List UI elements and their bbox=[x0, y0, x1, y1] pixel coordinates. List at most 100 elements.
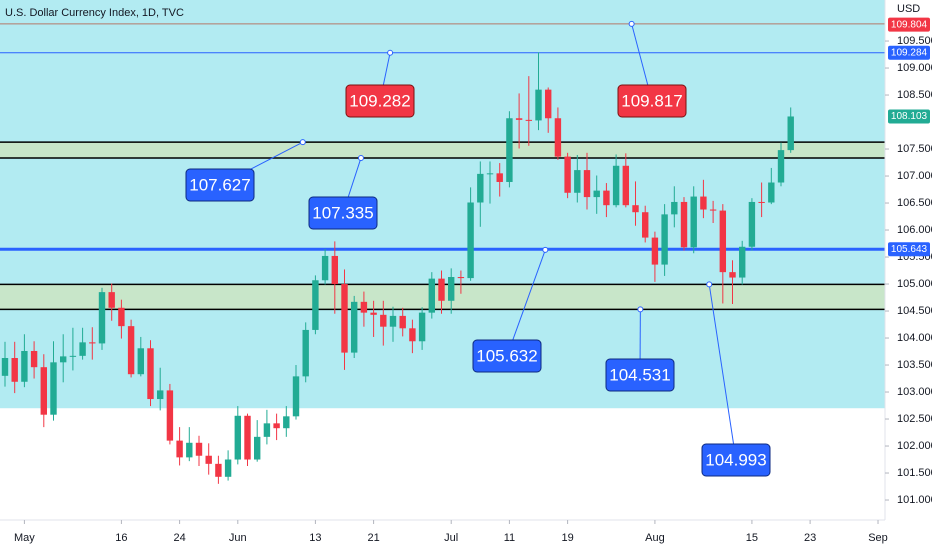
candle-body bbox=[496, 173, 503, 182]
candle-body bbox=[59, 356, 67, 363]
callout-label: 105.632 bbox=[476, 346, 537, 365]
candle-body bbox=[389, 315, 397, 327]
plot: 109.282 109.817 107.627 107.335 105.632 104.5… bbox=[0, 0, 885, 484]
candle-body bbox=[777, 150, 785, 183]
x-tick-label: Aug bbox=[645, 532, 665, 544]
candle-body bbox=[467, 202, 474, 279]
y-tick-label: 109.000 bbox=[897, 62, 932, 74]
candle-body bbox=[195, 442, 203, 456]
candle-body bbox=[622, 165, 630, 206]
price-tag bbox=[888, 242, 930, 257]
price-tag bbox=[888, 109, 930, 124]
candle-body bbox=[709, 209, 717, 211]
candle-body bbox=[418, 312, 426, 342]
candle-body bbox=[224, 459, 232, 477]
anchor-point bbox=[628, 20, 635, 27]
candle-body bbox=[156, 390, 164, 400]
callout-box bbox=[185, 168, 255, 202]
x-tick-label: 13 bbox=[309, 532, 321, 544]
callout-label: 109.282 bbox=[349, 91, 410, 110]
candle-body bbox=[399, 315, 406, 329]
callout-box bbox=[308, 196, 378, 230]
callout-box bbox=[345, 84, 415, 118]
candle-body bbox=[89, 342, 96, 344]
candle-body bbox=[127, 326, 135, 375]
candle-body bbox=[244, 415, 251, 460]
candle-body bbox=[671, 201, 678, 215]
x-tick-label: Sep bbox=[868, 532, 888, 544]
candle-body bbox=[651, 237, 659, 265]
candle-body bbox=[351, 301, 358, 353]
candle-body bbox=[273, 423, 280, 429]
callout-label: 104.993 bbox=[705, 450, 766, 469]
zone bbox=[0, 0, 885, 409]
price-tag bbox=[888, 17, 930, 32]
candle-body bbox=[680, 201, 688, 248]
candle-body bbox=[525, 119, 533, 121]
y-tick-label: 106.000 bbox=[897, 224, 932, 236]
candle-body bbox=[283, 416, 290, 429]
candle-body bbox=[254, 436, 261, 460]
y-tick-label: 109.500 bbox=[897, 35, 932, 47]
price-tag-label: 108.103 bbox=[891, 111, 928, 122]
price-tag-label: 109.804 bbox=[891, 19, 928, 30]
candle-body bbox=[545, 89, 552, 119]
candle-body bbox=[11, 358, 18, 382]
y-tick-label: 103.000 bbox=[897, 386, 932, 398]
candle-body bbox=[360, 301, 368, 313]
candle-body bbox=[632, 205, 639, 213]
candle-body bbox=[642, 212, 649, 238]
candle-body bbox=[341, 284, 348, 353]
anchor-point bbox=[637, 306, 644, 313]
candle-body bbox=[448, 277, 455, 301]
candle-body bbox=[739, 246, 746, 278]
y-tick-label: 101.500 bbox=[897, 467, 932, 479]
candle-body bbox=[147, 348, 154, 400]
candle-body bbox=[186, 442, 193, 458]
candle-body bbox=[729, 272, 736, 278]
x-tick-label: May bbox=[14, 532, 35, 544]
x-tick-label: 23 bbox=[804, 532, 816, 544]
candle-body bbox=[787, 116, 794, 151]
x-tick-label: 19 bbox=[561, 532, 573, 544]
y-tick-label: 108.500 bbox=[897, 89, 932, 101]
x-tick-label: 16 bbox=[115, 532, 127, 544]
callout-label: 104.531 bbox=[609, 365, 670, 384]
candle-body bbox=[1, 358, 9, 376]
callout-box bbox=[472, 339, 542, 373]
candle-body bbox=[40, 367, 47, 415]
y-tick-label: 102.000 bbox=[897, 440, 932, 452]
candle-body bbox=[176, 440, 183, 458]
candle-body bbox=[700, 196, 707, 210]
candle-body bbox=[758, 201, 765, 203]
candle-body bbox=[409, 328, 416, 342]
candle-body bbox=[593, 190, 600, 198]
anchor-point bbox=[542, 246, 549, 253]
candle-body bbox=[263, 423, 271, 437]
candle-body bbox=[292, 376, 300, 417]
callout-line bbox=[708, 284, 737, 461]
x-tick-label: 11 bbox=[504, 532, 515, 544]
candle-body bbox=[748, 201, 756, 247]
y-tick-label: 104.000 bbox=[897, 332, 932, 344]
candle-body bbox=[690, 196, 697, 248]
chart-title: U.S. Dollar Currency Index, 1D, TVC bbox=[5, 7, 184, 19]
candle-body bbox=[118, 307, 125, 327]
candle-body bbox=[612, 165, 620, 206]
y-tick-label: 102.500 bbox=[897, 413, 932, 425]
candle-body bbox=[535, 89, 542, 121]
candle-body bbox=[554, 118, 562, 157]
price-tag-label: 109.284 bbox=[891, 47, 928, 58]
candle-body bbox=[205, 455, 212, 464]
candle-body bbox=[331, 255, 339, 285]
candle-body bbox=[137, 348, 144, 375]
y-tick-label: 105.000 bbox=[897, 278, 932, 290]
candle-body bbox=[768, 182, 775, 203]
anchor-point bbox=[299, 139, 306, 146]
candle-body bbox=[166, 390, 174, 441]
callout-label: 109.817 bbox=[621, 91, 682, 110]
callout-box bbox=[617, 84, 687, 118]
price-tag bbox=[888, 45, 930, 60]
x-tick-label: 15 bbox=[746, 532, 758, 544]
candle-body bbox=[30, 350, 38, 368]
